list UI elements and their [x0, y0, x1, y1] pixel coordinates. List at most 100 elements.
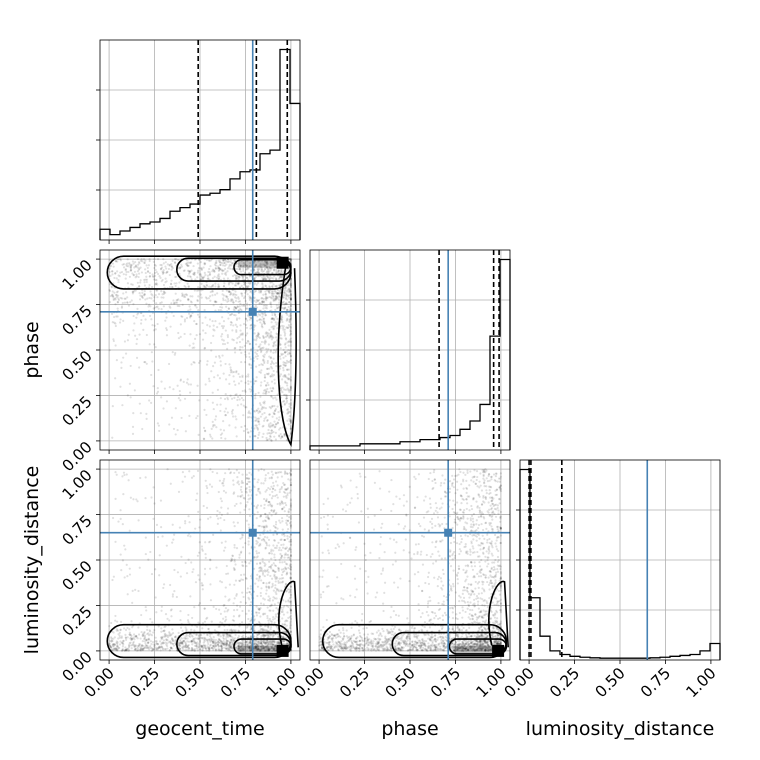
sample-point — [223, 628, 226, 632]
sample-point — [280, 471, 283, 474]
sample-cloud — [106, 255, 297, 447]
sample-point — [171, 628, 174, 631]
sample-point — [253, 556, 256, 559]
sample-point — [162, 283, 166, 287]
sample-point — [205, 649, 208, 652]
sample-point — [280, 502, 283, 505]
sample-point — [218, 641, 221, 644]
sample-point — [240, 644, 243, 647]
sample-point — [259, 410, 262, 414]
sample-point — [281, 326, 285, 330]
sample-point — [277, 642, 280, 645]
sample-point — [189, 270, 192, 273]
sample-point — [264, 546, 267, 549]
sample-point — [117, 257, 120, 261]
sample-point — [242, 646, 245, 649]
sample-point — [183, 320, 186, 323]
sample-point — [165, 267, 168, 270]
sample-point — [191, 647, 194, 650]
sample-point — [276, 288, 279, 292]
sample-point — [121, 263, 124, 266]
sample-point — [143, 284, 147, 287]
sample-point — [261, 644, 264, 647]
sample-point — [270, 267, 273, 270]
sample-point — [217, 645, 220, 648]
sample-point — [241, 332, 244, 335]
sample-point — [264, 339, 267, 342]
sample-point — [189, 308, 192, 311]
sample-point — [221, 293, 224, 296]
sample-point — [214, 415, 218, 418]
sample-point — [224, 643, 228, 646]
sample-point — [265, 516, 268, 519]
sample-point — [192, 475, 195, 478]
sample-point — [192, 639, 195, 643]
sample-point — [233, 347, 236, 350]
sample-point — [244, 601, 248, 604]
sample-point — [144, 278, 147, 281]
sample-point — [214, 418, 217, 421]
sample-point — [229, 472, 232, 475]
sample-point — [263, 341, 266, 344]
sample-point — [265, 264, 268, 267]
sample-point — [254, 397, 257, 400]
sample-point — [116, 644, 119, 647]
sample-point — [288, 626, 292, 629]
sample-point — [165, 638, 168, 642]
sample-point — [169, 583, 172, 587]
sample-point — [151, 285, 154, 289]
sample-point — [248, 297, 251, 300]
sample-point — [289, 576, 292, 579]
sample-point — [256, 643, 259, 646]
sample-point — [191, 643, 194, 646]
sample-point — [239, 511, 242, 514]
sample-point — [240, 292, 243, 295]
sample-point — [191, 648, 194, 652]
sample-point — [237, 309, 240, 312]
sample-point — [270, 334, 273, 338]
sample-point — [222, 339, 225, 342]
sample-point — [282, 296, 285, 299]
sample-point — [210, 620, 213, 623]
sample-point — [190, 628, 193, 631]
sample-point — [257, 407, 260, 410]
sample-point — [280, 500, 283, 503]
sample-point — [214, 648, 218, 651]
sample-point — [248, 318, 252, 321]
sample-point — [265, 647, 268, 650]
sample-point — [253, 513, 256, 516]
sample-point — [253, 332, 256, 335]
sample-point — [265, 383, 268, 387]
sample-point — [248, 598, 251, 601]
sample-point — [453, 503, 457, 506]
sample-point — [286, 611, 289, 614]
sample-point — [263, 525, 266, 528]
sample-point — [116, 300, 119, 304]
sample-point — [145, 264, 148, 267]
sample-point — [267, 646, 270, 650]
sample-point — [260, 539, 264, 542]
sample-point — [261, 407, 264, 410]
sample-point — [156, 422, 159, 425]
sample-point — [274, 295, 278, 298]
sample-point — [209, 559, 212, 562]
sample-point — [265, 498, 268, 501]
sample-point — [255, 539, 258, 543]
sample-point — [222, 372, 225, 375]
sample-point — [229, 646, 232, 649]
sample-point — [205, 484, 208, 488]
sample-point — [247, 375, 250, 378]
sample-point — [108, 625, 111, 628]
sample-point — [271, 640, 274, 643]
sample-point — [168, 649, 171, 652]
sample-point — [249, 324, 252, 327]
sample-point — [205, 283, 208, 286]
sample-point — [259, 562, 262, 565]
sample-point — [239, 495, 242, 498]
sample-point — [179, 609, 182, 613]
sample-point — [274, 488, 277, 492]
sample-point — [216, 388, 220, 391]
sample-point — [288, 615, 292, 619]
sample-point — [288, 288, 291, 291]
sample-point — [259, 275, 262, 278]
